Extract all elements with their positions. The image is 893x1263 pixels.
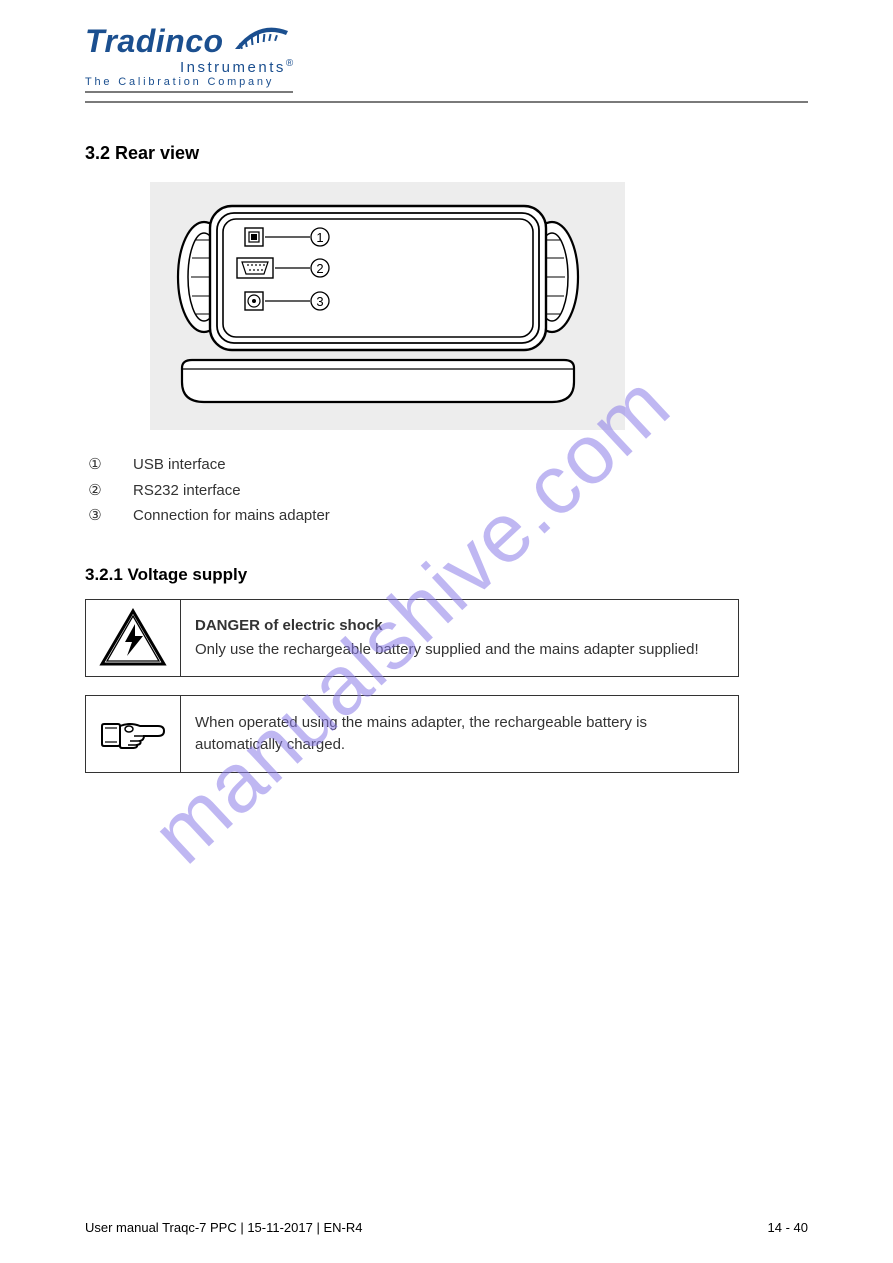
point-hand-icon	[86, 696, 181, 772]
danger-box: DANGER of electric shock Only use the re…	[85, 599, 739, 677]
callout-number: ②	[85, 478, 105, 504]
subsection-heading: 3.2.1 Voltage supply	[85, 565, 808, 585]
section-heading: 3.2 Rear view	[85, 143, 808, 164]
callout-label: Connection for mains adapter	[133, 503, 330, 529]
power-jack-icon	[245, 292, 263, 310]
logo-tagline: The Calibration Company	[85, 77, 808, 88]
header-divider	[85, 101, 808, 103]
usb-port-icon	[245, 228, 263, 246]
svg-text:2: 2	[316, 261, 323, 276]
svg-text:3: 3	[316, 294, 323, 309]
hazard-voltage-icon	[86, 600, 181, 676]
device-rear-figure: 1 2 3	[150, 182, 625, 430]
note-body: When operated using the mains adapter, t…	[195, 712, 724, 756]
logo-swoosh-icon	[230, 25, 290, 53]
note-text: When operated using the mains adapter, t…	[181, 696, 738, 772]
note-box: When operated using the mains adapter, t…	[85, 695, 739, 773]
list-item: ① USB interface	[85, 452, 808, 478]
rs232-port-icon	[237, 258, 273, 278]
callout-number: ③	[85, 503, 105, 529]
logo-sub-text: Instruments®	[180, 59, 808, 75]
danger-text: DANGER of electric shock Only use the re…	[181, 600, 738, 676]
callout-label: USB interface	[133, 452, 226, 478]
callout-number: ①	[85, 452, 105, 478]
page-footer: User manual Traqc-7 PPC | 15-11-2017 | E…	[85, 1220, 808, 1235]
danger-body: Only use the rechargeable battery suppli…	[195, 639, 724, 661]
callout-list: ① USB interface ② RS232 interface ③ Conn…	[85, 452, 808, 529]
logo-underline	[85, 91, 293, 93]
svg-text:1: 1	[316, 230, 323, 245]
list-item: ② RS232 interface	[85, 478, 808, 504]
footer-right: 14 - 40	[768, 1220, 808, 1235]
footer-left: User manual Traqc-7 PPC | 15-11-2017 | E…	[85, 1220, 362, 1235]
danger-title: DANGER of electric shock	[195, 615, 724, 637]
list-item: ③ Connection for mains adapter	[85, 503, 808, 529]
page: manualshive.com Tradinco	[0, 0, 893, 1263]
logo-main-text: Tradinco	[85, 25, 224, 57]
callout-label: RS232 interface	[133, 478, 241, 504]
device-rear-svg: 1 2 3	[160, 192, 615, 420]
brand-logo: Tradinco Instruments®	[85, 25, 808, 98]
